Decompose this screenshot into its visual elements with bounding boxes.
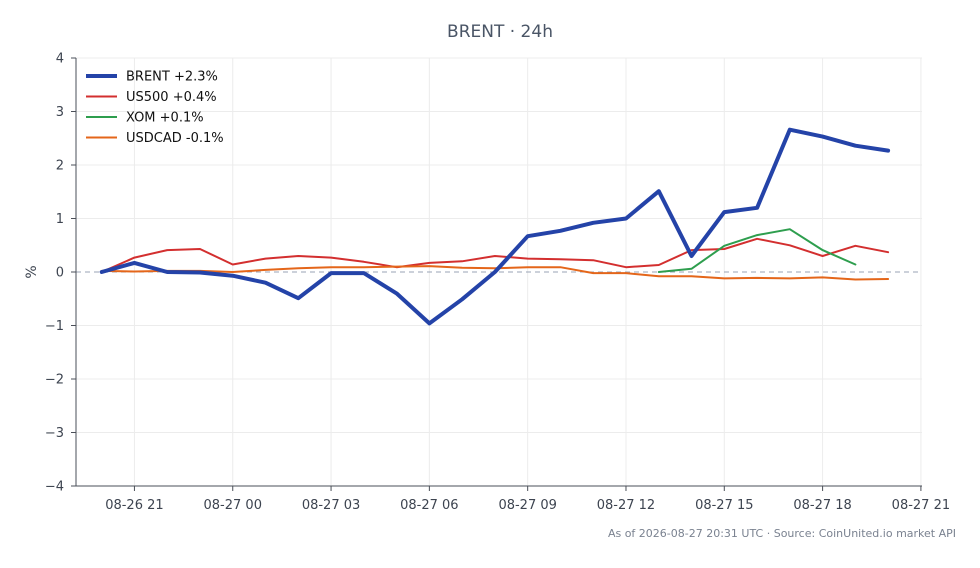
y-tick-label: 2 — [56, 159, 64, 174]
legend-item-xom: XOM +0.1% — [86, 111, 204, 126]
chart-title: BRENT · 24h — [447, 22, 553, 42]
y-axis-label: % — [24, 265, 40, 278]
series-lines — [99, 127, 891, 326]
legend-item-brent: BRENT +2.3% — [86, 70, 218, 85]
y-tick-label: −1 — [45, 319, 64, 334]
y-tick-label: 4 — [56, 52, 64, 67]
y-tick-label: −4 — [45, 480, 64, 495]
x-tick-label: 08-27 15 — [695, 498, 753, 513]
x-tick-label: 08-27 12 — [597, 498, 655, 513]
series-line-brent — [99, 127, 891, 326]
y-tick-label: −3 — [45, 426, 64, 441]
series-line-xom — [657, 228, 857, 273]
y-tick-label: 0 — [56, 266, 64, 281]
x-tick-label: 08-27 18 — [793, 498, 851, 513]
x-tick-label: 08-27 03 — [302, 498, 360, 513]
legend-label: XOM +0.1% — [126, 111, 204, 126]
legend: BRENT +2.3% US500 +0.4% XOM +0.1% USDCAD -0… — [86, 70, 224, 146]
x-tick-label: 08-27 00 — [204, 498, 262, 513]
legend-item-usdcad: USDCAD -0.1% — [86, 131, 224, 146]
x-tick-label: 08-27 21 — [892, 498, 950, 513]
x-tick-label: 08-26 21 — [105, 498, 163, 513]
legend-label: BRENT +2.3% — [126, 70, 218, 85]
series-line-us500 — [100, 237, 890, 273]
x-tick-label: 08-27 06 — [400, 498, 458, 513]
axes: 4 3 2 1 0 −1 −2 −3 −4 08-26 21 08-27 00 08-27 03 08-… — [45, 52, 950, 514]
legend-item-us500: US500 +0.4% — [86, 90, 217, 105]
y-tick-label: 3 — [56, 105, 64, 120]
legend-label: USDCAD -0.1% — [126, 131, 224, 146]
grid — [76, 57, 922, 487]
series-line-usdcad — [100, 265, 890, 281]
y-tick-label: −2 — [45, 373, 64, 388]
x-tick-label: 08-27 09 — [498, 498, 556, 513]
legend-label: US500 +0.4% — [126, 90, 217, 105]
y-tick-label: 1 — [56, 212, 64, 227]
footer-source-note: As of 2026-08-27 20:31 UTC · Source: Coi… — [608, 527, 956, 540]
